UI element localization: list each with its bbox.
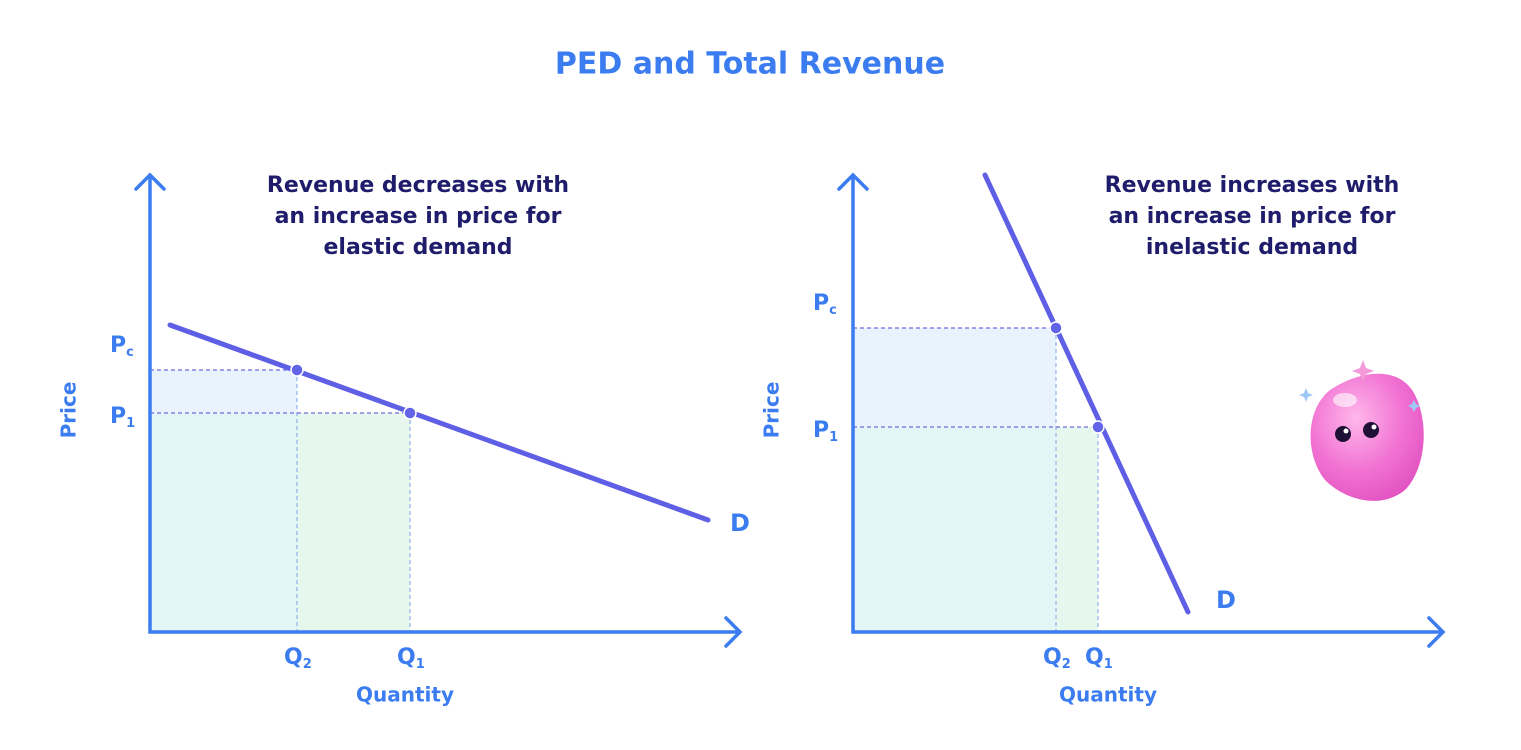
axes <box>148 175 740 634</box>
annotation: elastic demand <box>323 235 512 260</box>
label-sub: 1 <box>126 416 135 431</box>
curve-label: D <box>1216 586 1236 614</box>
mascot <box>1299 360 1424 501</box>
axis-point-label: Q1 <box>397 645 425 672</box>
label-main: Q <box>397 645 416 670</box>
axes <box>851 175 1443 634</box>
point <box>1049 321 1063 335</box>
annotation: an increase in price for <box>275 204 562 229</box>
axis-point-label: P1 <box>110 404 135 431</box>
label-main: P <box>813 418 829 443</box>
label-sub: 1 <box>416 657 425 672</box>
label-main: P <box>110 333 126 358</box>
axis-point-label: Q1 <box>1085 645 1113 672</box>
label-main: Q <box>1043 645 1062 670</box>
axis-point-label: Q2 <box>284 645 312 672</box>
axis-point-label: Pc <box>110 333 134 360</box>
arrow-head <box>1427 616 1446 648</box>
annotation: Revenue increases with <box>1105 173 1400 198</box>
annotation: an increase in price for <box>1109 204 1396 229</box>
point <box>403 406 417 420</box>
label-main: Q <box>1085 645 1104 670</box>
title: PED and Total Revenue <box>555 47 945 82</box>
axis-point-label: Q2 <box>1043 645 1071 672</box>
arrow-head <box>134 172 166 191</box>
annotation: inelastic demand <box>1146 235 1358 260</box>
label-sub: c <box>126 345 134 360</box>
label-sub: 1 <box>1104 657 1113 672</box>
revenue-overlap <box>150 413 297 632</box>
curve-label: D <box>730 509 750 537</box>
axis-point-label: Pc <box>813 291 837 318</box>
arrow-head <box>837 172 869 191</box>
x-axis-label: Quantity <box>1059 683 1157 707</box>
label-sub: 1 <box>829 430 838 445</box>
label-main: P <box>110 404 126 429</box>
arrow-head <box>724 616 743 648</box>
annotation: Revenue decreases with <box>267 173 569 198</box>
label-sub: 2 <box>1062 657 1071 672</box>
y-axis-label: Price <box>57 382 81 439</box>
point <box>290 363 304 377</box>
x-axis-label: Quantity <box>356 683 454 707</box>
label-sub: 2 <box>303 657 312 672</box>
demand-curve <box>167 322 711 523</box>
label-sub: c <box>829 303 837 318</box>
demand-curve <box>982 172 1191 615</box>
label-main: Q <box>284 645 303 670</box>
point <box>1091 420 1105 434</box>
label-main: P <box>813 291 829 316</box>
y-axis-label: Price <box>760 382 784 439</box>
revenue-overlap <box>853 427 1056 632</box>
axis-point-label: P1 <box>813 418 838 445</box>
